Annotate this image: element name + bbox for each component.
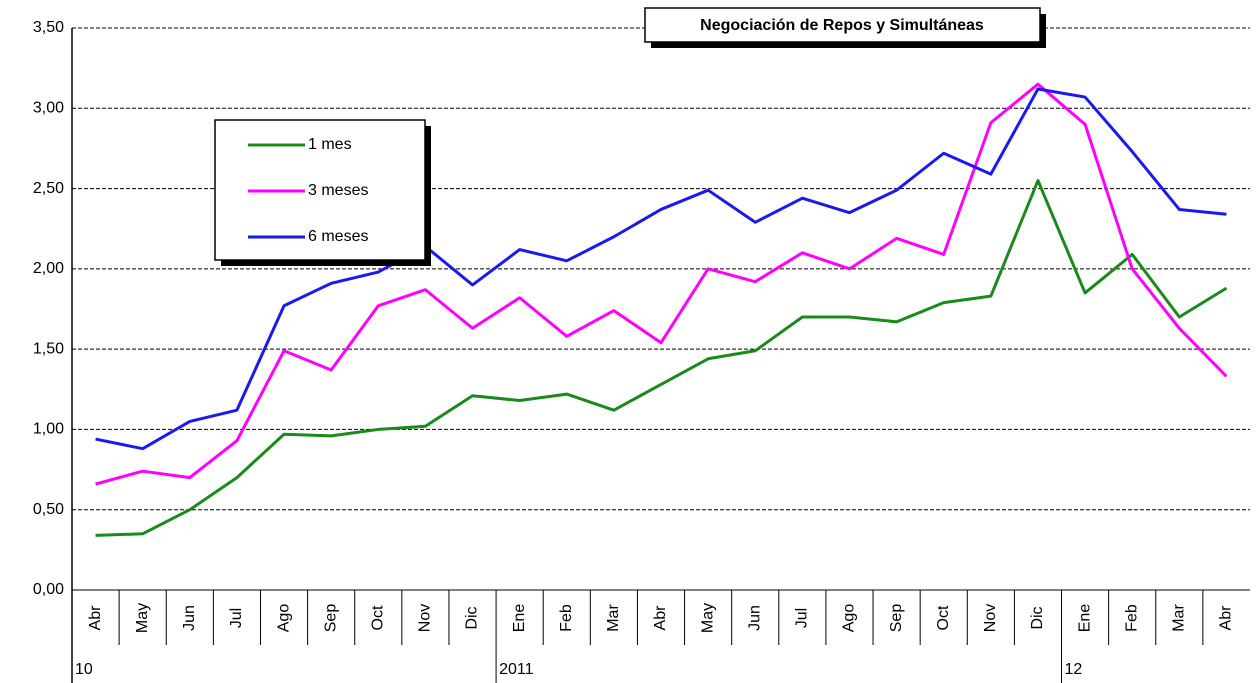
x-tick-label: May bbox=[134, 603, 151, 633]
y-tick-label: 1,50 bbox=[33, 340, 64, 357]
x-tick-label: Ago bbox=[275, 604, 292, 633]
x-tick-label: Abr bbox=[87, 605, 104, 631]
series-line bbox=[95, 82, 1228, 486]
y-tick-label: 3,00 bbox=[33, 100, 64, 117]
x-tick-label: Oct bbox=[935, 605, 952, 630]
x-tick-label: Dic bbox=[464, 606, 481, 629]
x-tick-label: May bbox=[699, 603, 716, 633]
x-tick-label: Sep bbox=[322, 604, 339, 633]
x-tick-label: Ene bbox=[1076, 604, 1093, 633]
legend-label: 6 meses bbox=[308, 228, 368, 245]
x-tick-label: Ene bbox=[511, 604, 528, 633]
x-group-label: 2011 bbox=[499, 661, 534, 678]
series-line bbox=[95, 179, 1228, 537]
x-tick-label: Sep bbox=[888, 604, 905, 633]
x-tick-label: Jun bbox=[181, 605, 198, 631]
y-tick-label: 2,00 bbox=[33, 260, 64, 277]
x-tick-label: Feb bbox=[558, 604, 575, 632]
title-box bbox=[644, 7, 1041, 43]
legend-label: 3 meses bbox=[308, 182, 368, 199]
x-tick-label: Mar bbox=[1171, 604, 1188, 632]
x-tick-label: Mar bbox=[605, 604, 622, 632]
x-tick-label: Ago bbox=[841, 604, 858, 633]
series-line bbox=[95, 87, 1227, 451]
x-tick-label: Dic bbox=[1029, 606, 1046, 629]
y-tick-label: 0,00 bbox=[33, 581, 64, 598]
x-group-label: 12 bbox=[1065, 661, 1083, 678]
x-tick-label: Nov bbox=[982, 604, 999, 632]
chart-title: Negociación de Repos y Simultáneas bbox=[700, 17, 984, 34]
legend-label: 1 mes bbox=[308, 136, 352, 153]
x-tick-label: Jul bbox=[794, 608, 811, 628]
x-tick-label: Abr bbox=[1218, 605, 1235, 631]
x-group-label: 10 bbox=[75, 661, 93, 678]
x-tick-label: Jul bbox=[228, 608, 245, 628]
x-tick-label: Oct bbox=[369, 605, 386, 630]
x-tick-label: Nov bbox=[417, 604, 434, 632]
y-tick-label: 1,00 bbox=[33, 421, 64, 438]
y-tick-label: 3,50 bbox=[33, 19, 64, 36]
y-tick-label: 0,50 bbox=[33, 501, 64, 518]
x-tick-label: Jun bbox=[746, 605, 763, 631]
plot-area: 0,00 0,50 1,00 1,50 2,00 2,50 3,00 3,50 Abr May Ju… bbox=[33, 19, 1250, 683]
x-tick-label: Abr bbox=[652, 605, 669, 631]
y-tick-label: 2,50 bbox=[33, 180, 64, 197]
x-tick-label: Feb bbox=[1123, 604, 1140, 632]
